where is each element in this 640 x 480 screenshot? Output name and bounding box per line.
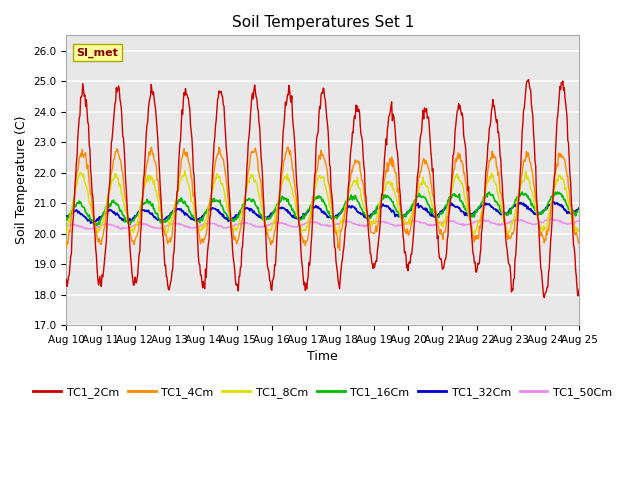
Title: Soil Temperatures Set 1: Soil Temperatures Set 1	[232, 15, 414, 30]
X-axis label: Time: Time	[307, 350, 338, 363]
Y-axis label: Soil Temperature (C): Soil Temperature (C)	[15, 116, 28, 244]
Text: SI_met: SI_met	[77, 48, 118, 58]
Legend: TC1_2Cm, TC1_4Cm, TC1_8Cm, TC1_16Cm, TC1_32Cm, TC1_50Cm: TC1_2Cm, TC1_4Cm, TC1_8Cm, TC1_16Cm, TC1…	[29, 383, 616, 403]
